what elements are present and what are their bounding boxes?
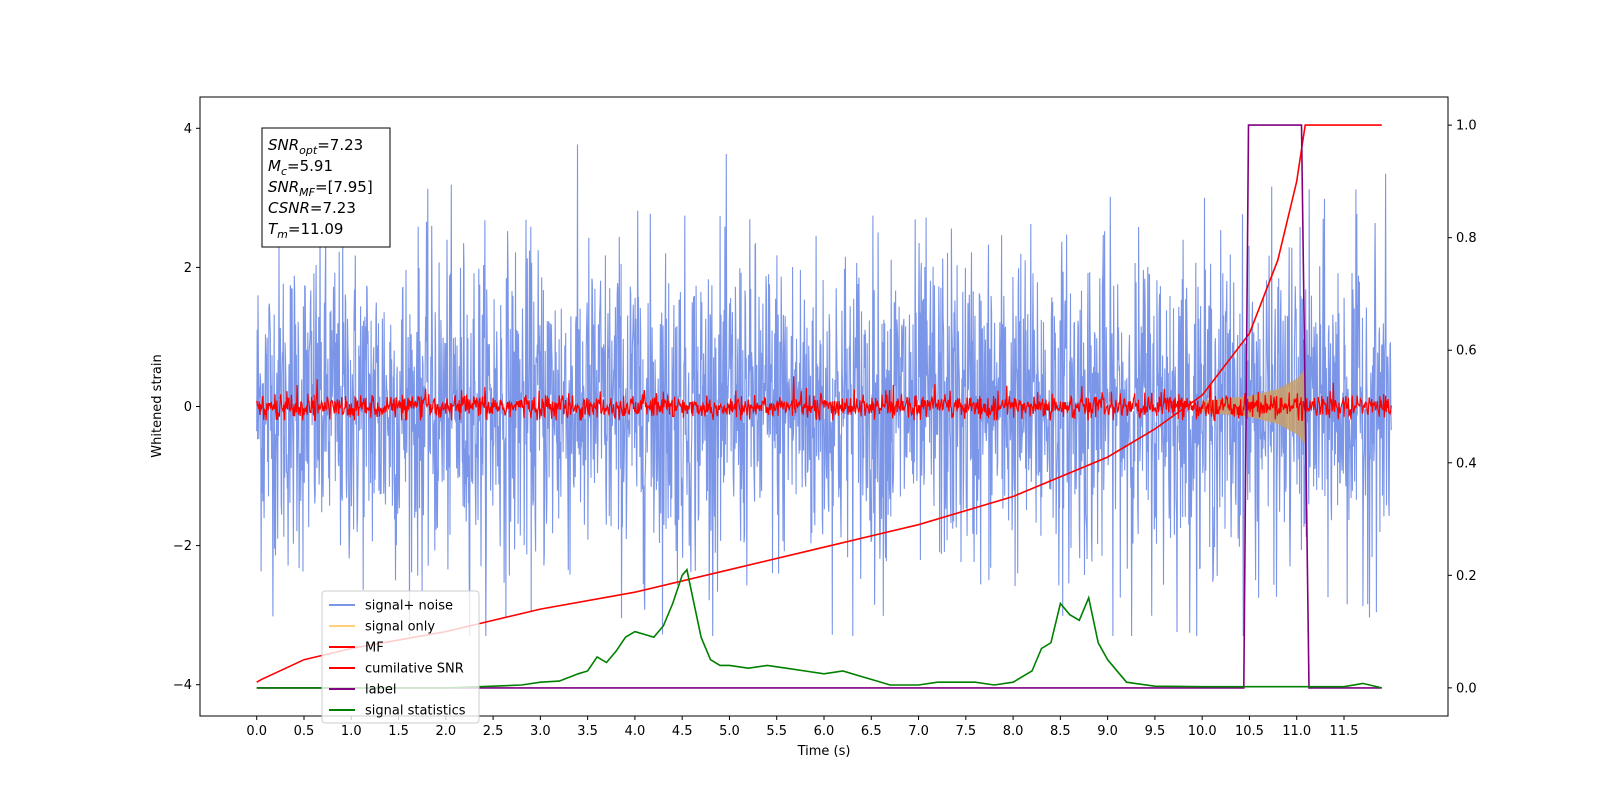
- y-tick-label: 4: [184, 122, 192, 137]
- legend-label: signal+ noise: [365, 599, 453, 614]
- y2-tick-label: 0.2: [1456, 569, 1477, 584]
- x-tick-label: 6.0: [814, 724, 835, 739]
- y-tick-label: −4: [173, 678, 192, 693]
- annotation-line: SNRopt=7.23: [268, 136, 363, 157]
- legend-items: signal+ noise signal only MF cumilative SNR…: [329, 599, 466, 719]
- x-tick-label: 11.0: [1282, 724, 1311, 739]
- x-tick-label: 6.5: [861, 724, 882, 739]
- x-tick-label: 3.5: [577, 724, 598, 739]
- annotation-line: Mc=5.91: [268, 157, 333, 178]
- annotation-line: SNRMF=[7.95]: [268, 178, 373, 199]
- x-tick-label: 5.5: [766, 724, 787, 739]
- y-tick-label: −2: [173, 539, 192, 554]
- x-tick-label: 1.5: [388, 724, 409, 739]
- y-axis-label: Whitened strain: [150, 354, 165, 457]
- x-tick-label: 4.0: [625, 724, 646, 739]
- annotation-line: CSNR=7.23: [268, 199, 356, 217]
- legend: signal+ noise signal only MF cumilative SNR…: [321, 590, 480, 724]
- x-tick-label: 2.5: [483, 724, 504, 739]
- y-tick-label: 0: [184, 400, 192, 415]
- x-tick-label: 1.0: [341, 724, 362, 739]
- legend-label: label: [365, 683, 396, 698]
- y2-tick-label: 0.4: [1456, 456, 1477, 471]
- y2-tick-label: 1.0: [1456, 119, 1477, 134]
- x-tick-label: 5.0: [719, 724, 740, 739]
- x-tick-label: 9.0: [1097, 724, 1118, 739]
- x-tick-label: 0.0: [246, 724, 267, 739]
- x-tick-label: 3.0: [530, 724, 551, 739]
- y-axis-left: −4 −2 0 2 4: [173, 122, 200, 693]
- series-label: [256, 124, 1382, 689]
- x-tick-label: 7.5: [955, 724, 976, 739]
- x-axis: 0.0 0.5 1.0 1.5 2.0 2.5 3.0 3.5 4.0 4.5 5.0 5.5 6.0 6…: [246, 716, 1358, 739]
- series-signal-noise: [256, 144, 1392, 637]
- x-axis-label: Time (s): [797, 744, 851, 759]
- x-tick-label: 2.0: [435, 724, 456, 739]
- y2-tick-label: 0.6: [1456, 344, 1477, 359]
- annotation-line: Tm=11.09: [268, 220, 343, 241]
- x-tick-label: 11.5: [1330, 724, 1359, 739]
- legend-label: MF: [365, 641, 384, 656]
- y-axis-right: 0.0 0.2 0.4 0.6 0.8 1.0: [1448, 119, 1477, 696]
- x-tick-label: 7.0: [908, 724, 929, 739]
- legend-label: signal only: [365, 620, 435, 635]
- x-tick-label: 8.5: [1050, 724, 1071, 739]
- y-tick-label: 2: [184, 261, 192, 276]
- x-tick-label: 8.0: [1003, 724, 1024, 739]
- y2-tick-label: 0.0: [1456, 681, 1477, 696]
- series-signal-statistics: [256, 567, 1382, 689]
- series-mf: [256, 376, 1392, 421]
- y2-tick-label: 0.8: [1456, 231, 1477, 246]
- legend-label: cumilative SNR: [365, 662, 464, 677]
- x-tick-label: 10.0: [1188, 724, 1217, 739]
- x-tick-label: 4.5: [672, 724, 693, 739]
- annotation-frame: [261, 127, 391, 248]
- x-tick-label: 0.5: [294, 724, 315, 739]
- x-tick-label: 10.5: [1235, 724, 1264, 739]
- x-tick-label: 9.5: [1145, 724, 1166, 739]
- legend-label: signal statistics: [365, 704, 466, 719]
- legend-frame: [321, 590, 480, 724]
